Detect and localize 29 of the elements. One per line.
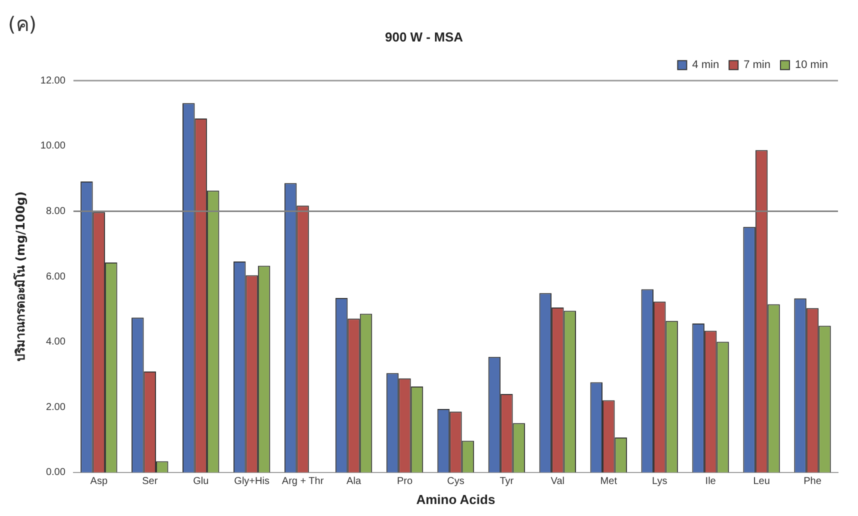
x-tick-label: Glu [193,476,209,488]
y-tick-label: 0.00 [46,467,66,478]
text: (ค) [8,11,37,38]
x-tick-label: Lys [652,476,668,488]
x-tick-label: Ala [346,476,362,488]
x-tick-label: Leu [753,476,770,488]
x-tick-label: Arg + Thr [282,476,324,488]
x-tick-label: Cys [447,476,464,488]
legend-label: 10 min [794,59,828,72]
x-tick-label: Val [550,476,565,488]
x-tick-label: Tyr [500,476,514,488]
x-tick-label: Pro [396,476,413,488]
y-tick-label: 8.00 [46,206,66,217]
legend-label: 4 min [692,59,720,72]
x-axis-title: Amino Acids [416,492,496,507]
x-tick-label: Asp [90,476,108,488]
y-tick-label: 6.00 [46,271,66,282]
y-axis-title: ปริมาณกรดอะมิโน (mg/100g) [12,191,28,362]
y-tick-label: 10.00 [40,140,66,152]
y-tick-label: 2.00 [46,402,66,413]
x-tick-label: Phe [804,476,822,488]
y-tick-label: 4.00 [46,336,66,348]
legend-label: 7 min [744,59,770,72]
x-tick-label: Ser [142,476,158,488]
x-tick-label: Gly+His [234,476,270,488]
y-tick-label: 12.00 [40,75,66,86]
x-tick-label: Ile [705,476,716,488]
chart-title: 900 W - MSA [384,29,464,44]
x-tick-label: Met [600,476,618,488]
